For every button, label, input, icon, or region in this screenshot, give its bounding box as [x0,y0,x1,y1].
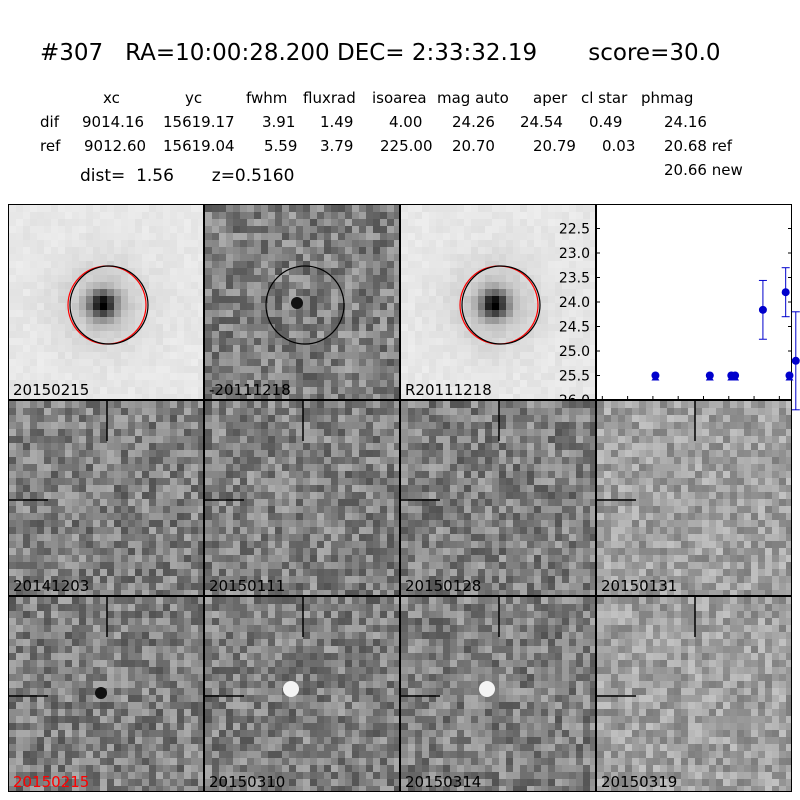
dif-xc: 9014.16 [82,113,145,131]
stamp-label: 20150314 [405,773,482,791]
ref-phmag: 20.68 ref [664,137,733,155]
stamp-label: -20111218 [209,381,291,399]
stamp-ref: R20111218 [400,204,596,400]
ref-fluxrad: 3.79 [320,137,354,155]
stamp-epoch: 20150310 [204,596,400,792]
stamp-epoch: 20150314 [400,596,596,792]
ref-cl-star: 0.03 [602,137,636,155]
y-tick-label: 23.0 [559,246,590,262]
stamp-label: 20150111 [209,577,286,595]
y-tick-label: 24.0 [559,295,590,311]
light-curve-plot: 22.523.023.524.024.525.025.526.0−120−100… [559,204,800,422]
col-phmag: phmag [641,89,694,107]
stamp-diff: -20111218 [204,204,400,400]
col-yc: yc [185,89,203,107]
dif-fwhm: 3.91 [262,113,296,131]
dif-fluxrad: 1.49 [320,113,354,131]
y-tick-label: 25.5 [559,369,590,385]
stamp-image [401,597,595,791]
ref-fwhm: 5.59 [264,137,298,155]
col-aper: aper [533,89,568,107]
dif-yc: 15619.17 [163,113,235,131]
ref-yc: 15619.04 [163,137,235,155]
new-phmag: 20.66 new [664,161,743,179]
col-fluxrad: fluxrad [303,89,356,107]
stamp-label: 20150310 [209,773,286,791]
light-curve-svg: 22.523.023.524.024.525.025.526.0−120−100… [559,204,800,422]
stamp-image [401,205,595,399]
stamp-epoch: 20150111 [204,400,400,596]
stamp-epoch: 20141203 [8,400,204,596]
stamp-image [205,401,399,595]
stamp-label: 20150215 [13,773,90,791]
stamp-label: 20150128 [405,577,482,595]
source-blob [283,681,299,697]
ref-isoarea: 225.00 [380,137,433,155]
stamp-image [597,401,791,595]
page-title: #307 RA=10:00:28.200 DEC= 2:33:32.19 sco… [40,40,721,66]
stamp-image [9,205,203,399]
dif-aperture-circle [265,265,345,345]
stamp-label: 20150131 [601,577,678,595]
col-cl-star: cl star [581,89,628,107]
stamp-label: 20150215 [13,381,90,399]
ref-mag-auto: 20.70 [452,137,495,155]
y-tick-label: 23.5 [559,271,590,287]
col-isoarea: isoarea [372,89,427,107]
ref-xc: 9012.60 [84,137,147,155]
col-xc: xc [103,89,120,107]
row-dif-label: dif [40,113,59,131]
stamp-image [9,597,203,791]
dif-aper: 24.54 [520,113,563,131]
data-point [785,371,794,380]
data-point [758,305,767,314]
col-mag-auto: mag auto [437,89,509,107]
dif-phmag: 24.16 [664,113,707,131]
dif-cl-star: 0.49 [589,113,623,131]
stamp-image [205,597,399,791]
stamp-image [597,597,791,791]
dif-mag-auto: 24.26 [452,113,495,131]
stamp-epoch: 20150128 [400,400,596,596]
data-point [651,371,660,380]
stamp-image [9,401,203,595]
col-fwhm: fwhm [246,89,288,107]
stamp-epoch: 20150319 [596,596,792,792]
dist-redshift-line: dist= 1.56 z=0.5160 [80,166,295,186]
y-tick-label: 25.0 [559,344,590,360]
stamp-image [401,401,595,595]
stamp-epoch: 20150131 [596,400,792,596]
data-point [791,356,800,365]
source-blob [95,687,107,699]
row-ref-label: ref [40,137,61,155]
data-point [781,288,790,297]
stamp-label: R20111218 [405,381,492,399]
dif-aperture-circle [69,265,149,345]
y-tick-label: 24.5 [559,320,590,336]
source-blob [479,681,495,697]
plot-frame [596,204,792,400]
dif-isoarea: 4.00 [389,113,423,131]
dif-aperture-circle [461,265,541,345]
y-tick-label: 22.5 [559,222,590,238]
stamp-new: 20150215 [8,204,204,400]
data-point [705,371,714,380]
ref-aper: 20.79 [533,137,576,155]
stamp-image [205,205,399,399]
data-point [731,371,740,380]
source-blob [291,297,303,309]
stamp-label: 20141203 [13,577,90,595]
stamp-epoch-current: 20150215 [8,596,204,792]
stamp-label: 20150319 [601,773,678,791]
